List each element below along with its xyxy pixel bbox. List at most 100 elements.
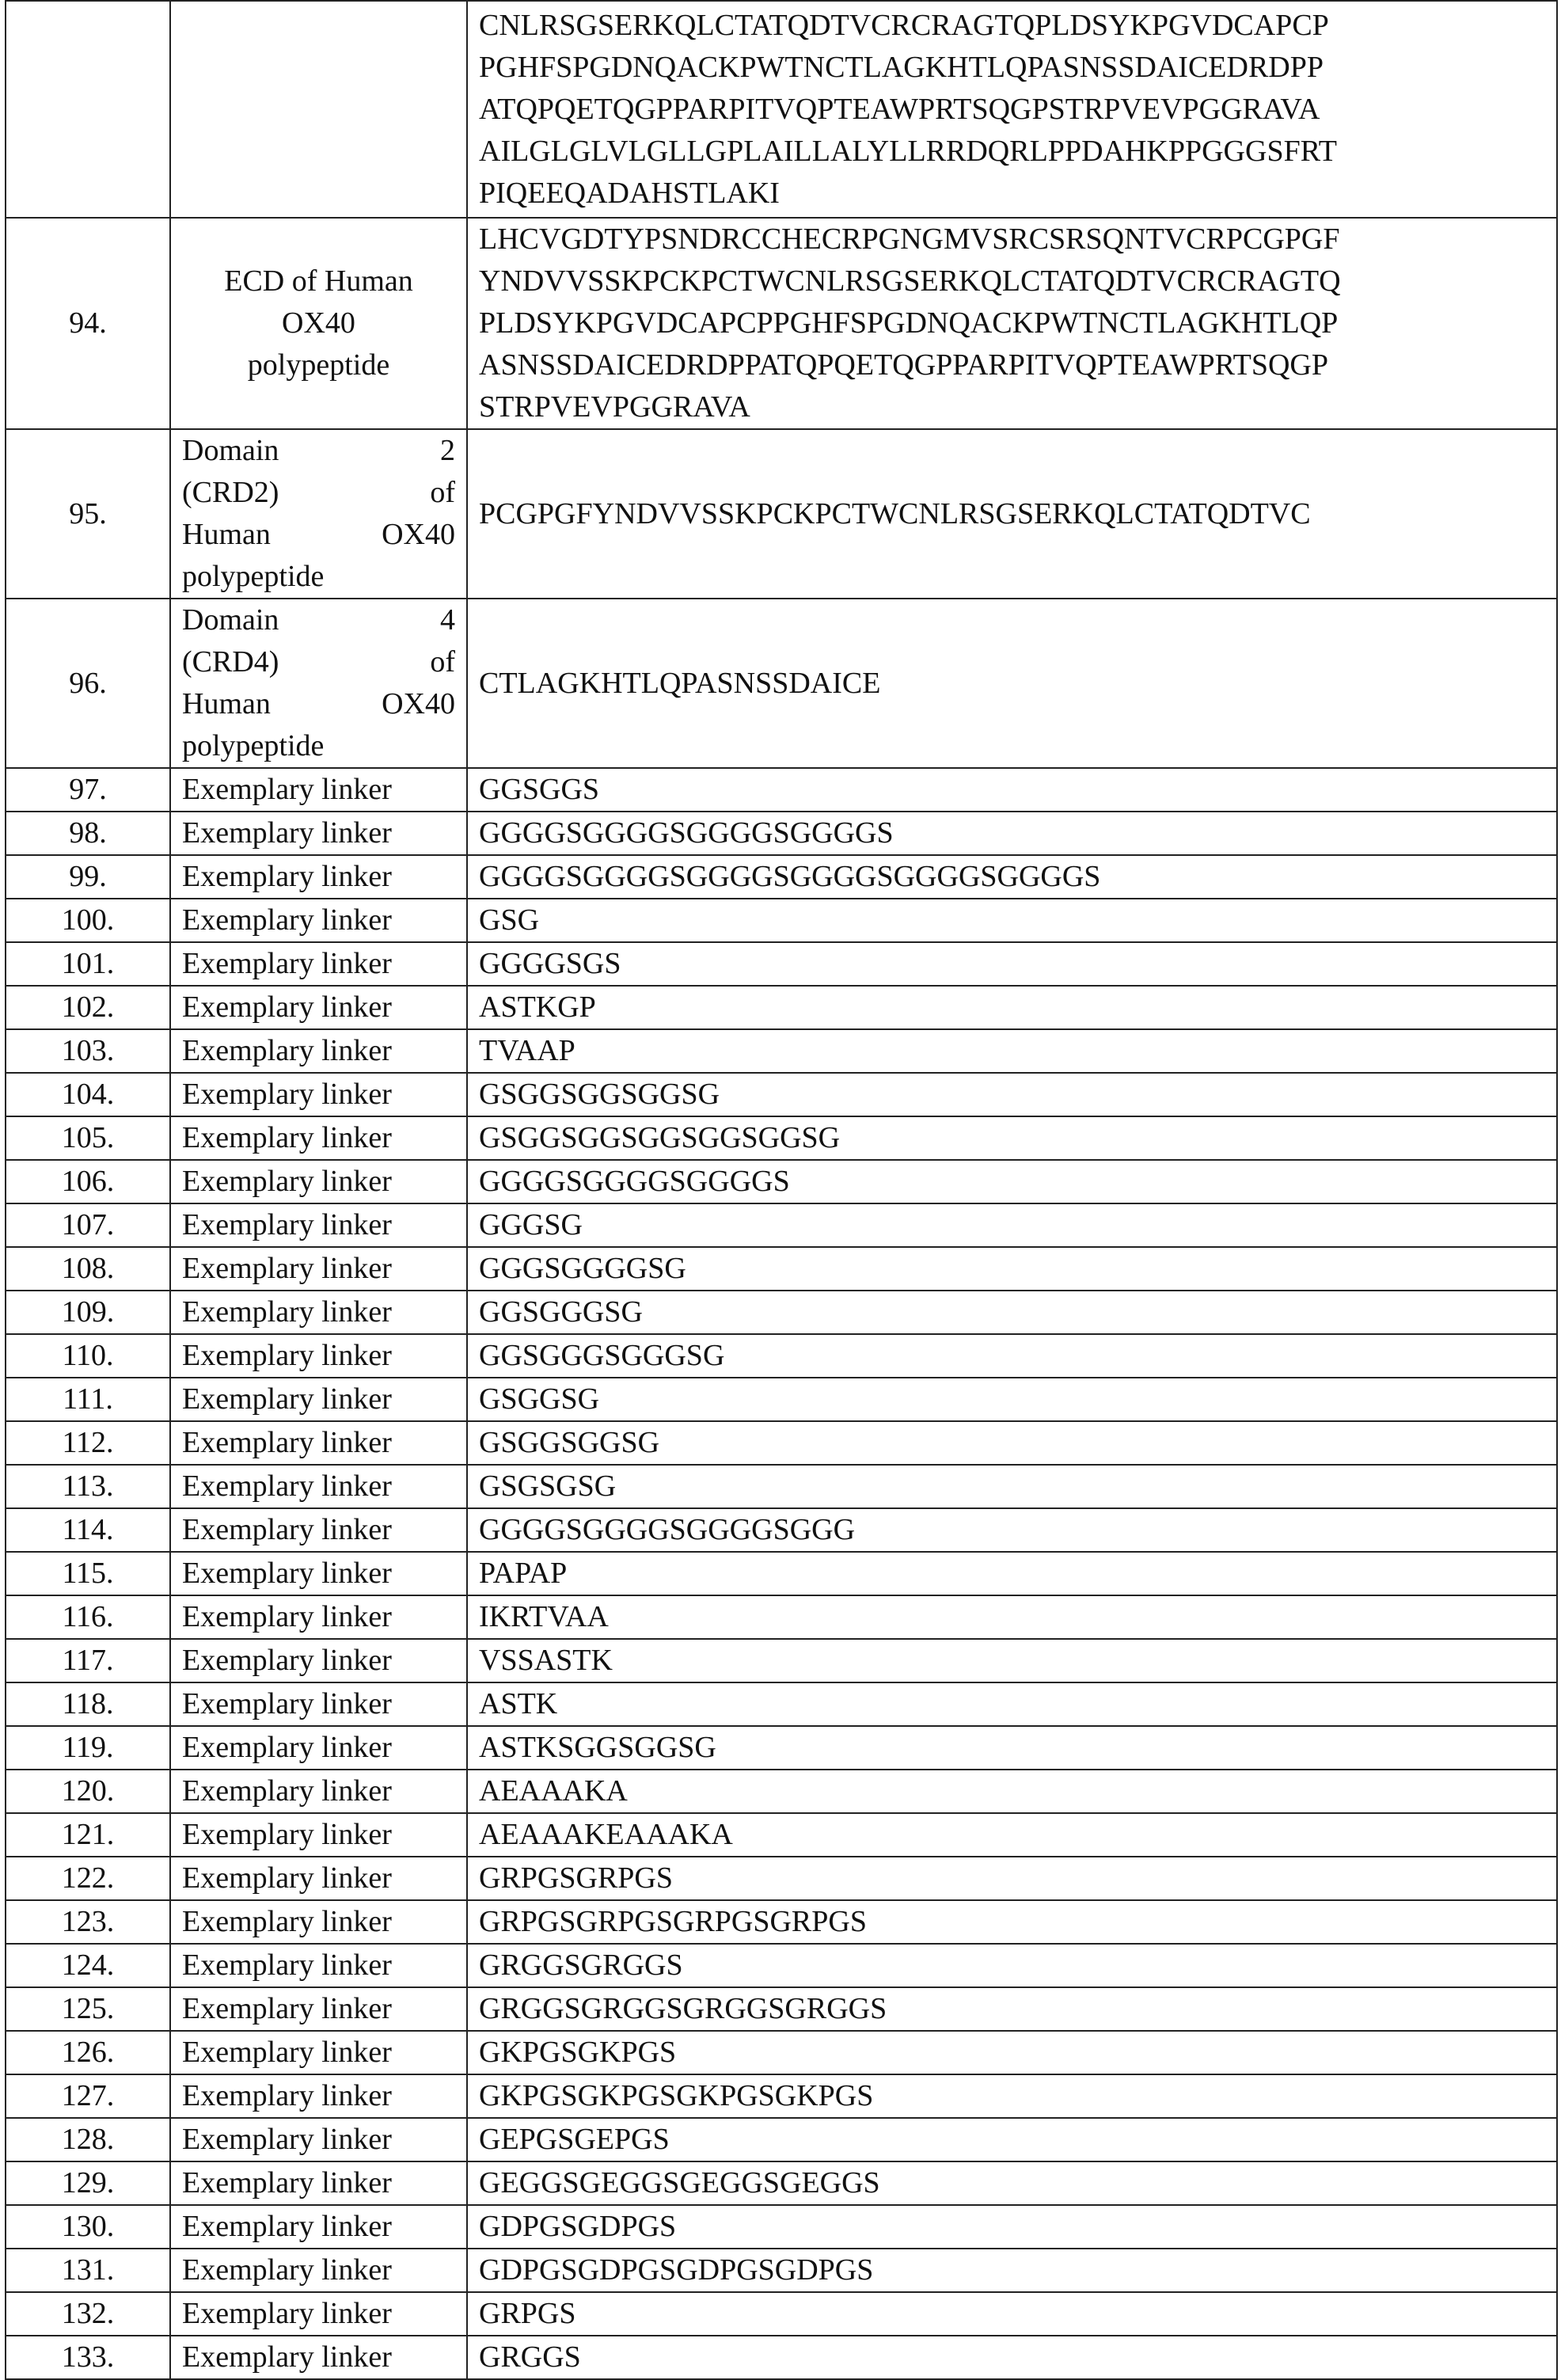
seq-number-cell: 128. xyxy=(6,2118,170,2161)
sequence-cell: CTLAGKHTLQPASNSSDAICE xyxy=(467,599,1557,768)
seq-number-cell: 97. xyxy=(6,768,170,812)
sequence-cell: GDPGSGDPGS xyxy=(467,2205,1557,2249)
table-row: 127.Exemplary linkerGKPGSGKPGSGKPGSGKPGS xyxy=(6,2074,1557,2118)
description-cell: ECD of HumanOX40polypeptide xyxy=(170,218,467,429)
description-cell: Exemplary linker xyxy=(170,855,467,899)
sequence-cell: ASTKSGGSGGSG xyxy=(467,1726,1557,1770)
sequence-cell: GGGGSGGGGSGGGGSGGGGSGGGGSGGGGS xyxy=(467,855,1557,899)
seq-number-cell: 123. xyxy=(6,1900,170,1944)
table-row: 120.Exemplary linkerAEAAAKA xyxy=(6,1770,1557,1813)
sequence-cell: LHCVGDTYPSNDRCCHECRPGNGMVSRCSRSQNTVCRPCG… xyxy=(467,218,1557,429)
sequence-cell: TVAAP xyxy=(467,1029,1557,1073)
description-cell: Exemplary linker xyxy=(170,1160,467,1203)
description-cell: Exemplary linker xyxy=(170,1291,467,1334)
table-row: 116.Exemplary linkerIKRTVAA xyxy=(6,1595,1557,1639)
table-row: 115.Exemplary linkerPAPAP xyxy=(6,1552,1557,1595)
sequence-cell: VSSASTK xyxy=(467,1639,1557,1682)
table-row: 126.Exemplary linkerGKPGSGKPGS xyxy=(6,2031,1557,2074)
table-row: 133.Exemplary linkerGRGGS xyxy=(6,2336,1557,2379)
description-cell: Exemplary linker xyxy=(170,1378,467,1421)
seq-number-cell xyxy=(6,1,170,218)
seq-number-cell: 98. xyxy=(6,812,170,855)
seq-number-cell: 131. xyxy=(6,2249,170,2292)
seq-number-cell: 127. xyxy=(6,2074,170,2118)
seq-number-cell: 132. xyxy=(6,2292,170,2336)
description-cell: Exemplary linker xyxy=(170,986,467,1029)
sequence-line: CNLRSGSERKQLCTATQDTVCRCRAGTQPLDSYKPGVDCA… xyxy=(479,5,1545,47)
sequence-cell: GGGGSGGGGSGGGGS xyxy=(467,1160,1557,1203)
seq-number-cell: 129. xyxy=(6,2161,170,2205)
sequence-cell: GDPGSGDPGSGDPGSGDPGS xyxy=(467,2249,1557,2292)
sequence-cell: GEPGSGEPGS xyxy=(467,2118,1557,2161)
sequence-cell: GGGSG xyxy=(467,1203,1557,1247)
table-row: 118.Exemplary linkerASTK xyxy=(6,1682,1557,1726)
sequence-cell: GRGGSGRGGS xyxy=(467,1944,1557,1987)
sequence-line: AILGLGLVLGLLGPLAILLALYLLRRDQRLPPDAHKPPGG… xyxy=(479,131,1545,173)
description-cell: Exemplary linker xyxy=(170,1073,467,1116)
table-row: 123.Exemplary linkerGRPGSGRPGSGRPGSGRPGS xyxy=(6,1900,1557,1944)
sequence-cell: PAPAP xyxy=(467,1552,1557,1595)
table-row: 119.Exemplary linkerASTKSGGSGGSG xyxy=(6,1726,1557,1770)
description-cell: Domain 4(CRD4) ofHuman OX40polypeptide xyxy=(170,599,467,768)
sequence-line: YNDVVSSKPCKPCTWCNLRSGSERKQLCTATQDTVCRCRA… xyxy=(479,260,1545,302)
description-cell: Exemplary linker xyxy=(170,2336,467,2379)
sequence-cell: PCGPGFYNDVVSSKPCKPCTWCNLRSGSERKQLCTATQDT… xyxy=(467,429,1557,599)
table-body: CNLRSGSERKQLCTATQDTVCRCRAGTQPLDSYKPGVDCA… xyxy=(6,1,1557,2379)
table-row: 108.Exemplary linkerGGGSGGGGSG xyxy=(6,1247,1557,1291)
description-cell: Exemplary linker xyxy=(170,1465,467,1508)
description-line: Domain 2 xyxy=(182,430,455,472)
seq-number-cell: 96. xyxy=(6,599,170,768)
table-row: 106.Exemplary linkerGGGGSGGGGSGGGGS xyxy=(6,1160,1557,1203)
table-row: 100.Exemplary linkerGSG xyxy=(6,899,1557,942)
seq-number-cell: 133. xyxy=(6,2336,170,2379)
seq-number-cell: 103. xyxy=(6,1029,170,1073)
table-row: 122.Exemplary linkerGRPGSGRPGS xyxy=(6,1857,1557,1900)
table-row: CNLRSGSERKQLCTATQDTVCRCRAGTQPLDSYKPGVDCA… xyxy=(6,1,1557,218)
seq-number-cell: 111. xyxy=(6,1378,170,1421)
sequence-cell: GRPGS xyxy=(467,2292,1557,2336)
description-line: ECD of Human xyxy=(182,260,455,302)
sequence-cell: GEGGSGEGGSGEGGSGEGGS xyxy=(467,2161,1557,2205)
description-cell: Exemplary linker xyxy=(170,1900,467,1944)
description-cell: Exemplary linker xyxy=(170,2205,467,2249)
sequence-cell: IKRTVAA xyxy=(467,1595,1557,1639)
description-line: (CRD2) of xyxy=(182,472,455,514)
description-cell: Exemplary linker xyxy=(170,1857,467,1900)
description-line: Domain 4 xyxy=(182,599,455,641)
description-cell: Exemplary linker xyxy=(170,942,467,986)
table-row: 102.Exemplary linkerASTKGP xyxy=(6,986,1557,1029)
sequence-line: PGHFSPGDNQACKPWTNCTLAGKHTLQPASNSSDAICEDR… xyxy=(479,47,1545,89)
seq-number-cell: 102. xyxy=(6,986,170,1029)
seq-number-cell: 106. xyxy=(6,1160,170,1203)
seq-number-cell: 120. xyxy=(6,1770,170,1813)
description-cell: Exemplary linker xyxy=(170,899,467,942)
table-row: 97.Exemplary linkerGGSGGS xyxy=(6,768,1557,812)
description-cell: Exemplary linker xyxy=(170,1116,467,1160)
table-row: 117.Exemplary linkerVSSASTK xyxy=(6,1639,1557,1682)
table-row: 98.Exemplary linkerGGGGSGGGGSGGGGSGGGGS xyxy=(6,812,1557,855)
seq-number-cell: 95. xyxy=(6,429,170,599)
seq-number-cell: 110. xyxy=(6,1334,170,1378)
description-cell: Domain 2(CRD2) ofHuman OX40polypeptide xyxy=(170,429,467,599)
table-row: 104.Exemplary linkerGSGGSGGSGGSG xyxy=(6,1073,1557,1116)
sequence-cell: GKPGSGKPGSGKPGSGKPGS xyxy=(467,2074,1557,2118)
table-row: 99.Exemplary linkerGGGGSGGGGSGGGGSGGGGSG… xyxy=(6,855,1557,899)
description-line: Human OX40 xyxy=(182,514,455,556)
sequence-cell: ASTKGP xyxy=(467,986,1557,1029)
sequence-cell: GSGSGSG xyxy=(467,1465,1557,1508)
table-row: 132.Exemplary linkerGRPGS xyxy=(6,2292,1557,2336)
seq-number-cell: 107. xyxy=(6,1203,170,1247)
seq-number-cell: 130. xyxy=(6,2205,170,2249)
seq-number-cell: 112. xyxy=(6,1421,170,1465)
sequence-cell: GGSGGGSG xyxy=(467,1291,1557,1334)
sequence-line: PLDSYKPGVDCAPCPPGHFSPGDNQACKPWTNCTLAGKHT… xyxy=(479,302,1545,344)
seq-number-cell: 100. xyxy=(6,899,170,942)
description-line: OX40 xyxy=(182,302,455,344)
table-row: 109.Exemplary linkerGGSGGGSG xyxy=(6,1291,1557,1334)
seq-number-cell: 113. xyxy=(6,1465,170,1508)
description-cell: Exemplary linker xyxy=(170,1944,467,1987)
sequence-cell: GGGGSGGGGSGGGGSGGGGS xyxy=(467,812,1557,855)
seq-number-cell: 101. xyxy=(6,942,170,986)
description-cell: Exemplary linker xyxy=(170,2161,467,2205)
sequence-line: ATQPQETQGPPARPITVQPTEAWPRTSQGPSTRPVEVPGG… xyxy=(479,89,1545,131)
